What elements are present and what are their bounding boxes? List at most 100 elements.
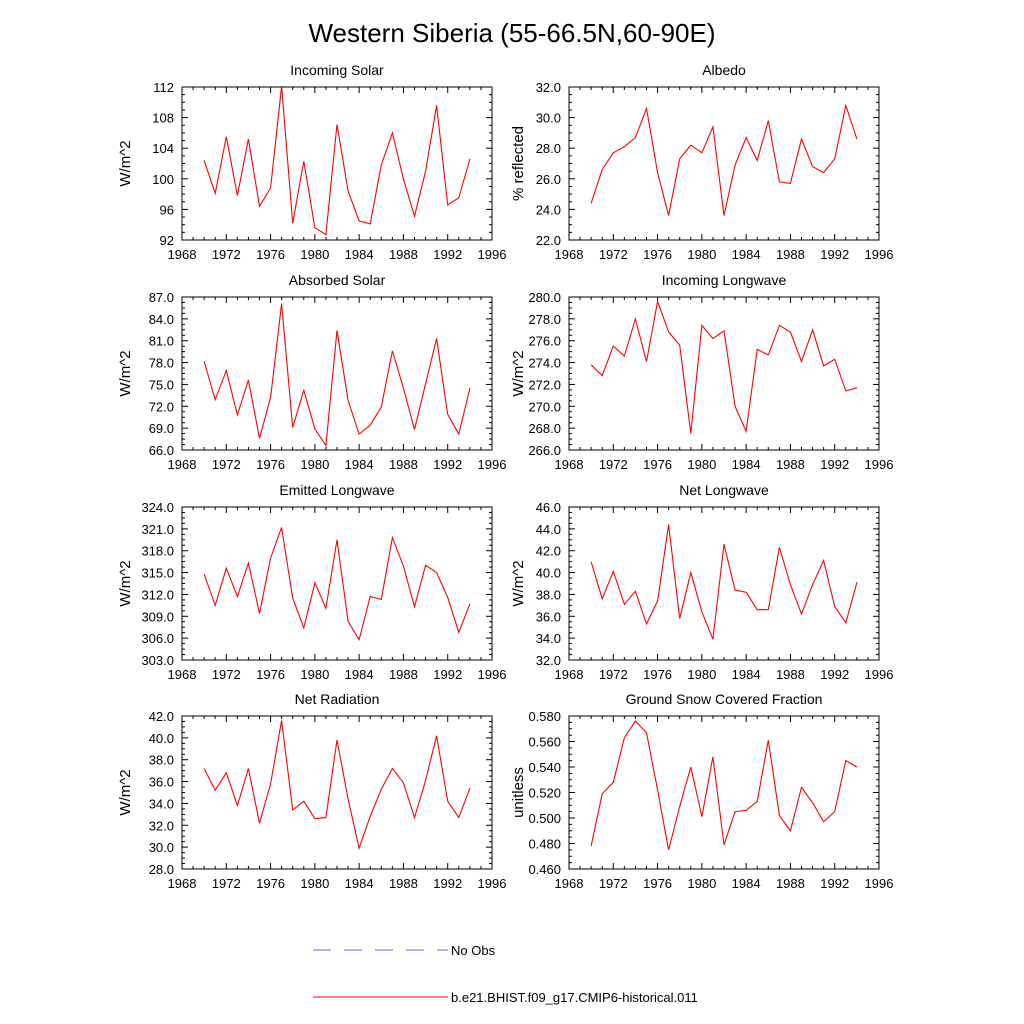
- x-tick-label: 1976: [256, 457, 285, 472]
- x-tick-label: 1976: [256, 667, 285, 682]
- x-tick-label: 1984: [732, 876, 761, 891]
- panel-title: Incoming Solar: [290, 62, 384, 78]
- legend-label: No Obs: [451, 943, 496, 958]
- x-tick-label: 1984: [732, 457, 761, 472]
- x-tick-label: 1972: [599, 667, 628, 682]
- x-tick-label: 1988: [389, 247, 418, 262]
- x-tick-label: 1992: [433, 247, 462, 262]
- panel-2: Albedo % reflected 1968 1972 1976 1980 1984 198…: [510, 62, 893, 262]
- plot-frame: [181, 506, 493, 661]
- x-tick-label: 1992: [433, 876, 462, 891]
- y-tick-label: 318.0: [141, 544, 174, 559]
- y-tick-label: 315.0: [141, 566, 174, 581]
- y-tick-label: 28.0: [149, 862, 174, 877]
- y-tick-label: 40.0: [149, 731, 174, 746]
- y-tick-label: 26.0: [536, 172, 561, 187]
- panel-6: Net Longwave W/m^2 1968 1972 1976 1980 1984 198…: [510, 482, 893, 682]
- y-tick-label: 36.0: [536, 609, 561, 624]
- x-tick-label: 1976: [643, 247, 672, 262]
- y-axis-label: W/m^2: [510, 350, 527, 396]
- y-tick-label: 46.0: [536, 500, 561, 515]
- x-tick-label: 1992: [433, 667, 462, 682]
- x-tick-label: 1980: [687, 247, 716, 262]
- panel-title: Net Longwave: [679, 482, 769, 498]
- panel-title: Albedo: [702, 62, 746, 78]
- x-tick-label: 1988: [389, 876, 418, 891]
- x-tick-label: 1980: [687, 876, 716, 891]
- panels: Incoming Solar W/m^2 1968 1972 1976 1980 1984 1…: [117, 62, 893, 891]
- panel-title: Incoming Longwave: [662, 272, 787, 288]
- panel-7: Net Radiation W/m^2 1968 1972 1976 1980 1984 19…: [117, 691, 506, 891]
- x-tick-label: 1984: [345, 876, 374, 891]
- y-tick-label: 266.0: [528, 443, 561, 458]
- x-tick-label: 1980: [300, 667, 329, 682]
- y-tick-label: 30.0: [536, 111, 561, 126]
- y-tick-label: 270.0: [528, 399, 561, 414]
- series-line: [203, 86, 471, 236]
- panel-4: Incoming Longwave W/m^2 1968 1972 1976 1980 19…: [510, 272, 893, 472]
- y-axis-label: W/m^2: [117, 769, 134, 815]
- y-tick-label: 92: [160, 233, 174, 248]
- panel-5: Emitted Longwave W/m^2 1968 1972 1976 1980 198…: [117, 482, 506, 682]
- panel-title: Net Radiation: [295, 691, 380, 707]
- y-tick-label: 306.0: [141, 631, 174, 646]
- y-tick-label: 24.0: [536, 202, 561, 217]
- x-tick-label: 1988: [389, 667, 418, 682]
- y-axis-label: W/m^2: [510, 560, 527, 606]
- x-tick-label: 1968: [168, 667, 197, 682]
- y-tick-label: 100: [152, 172, 174, 187]
- x-tick-label: 1996: [478, 667, 507, 682]
- plot-frame: [568, 86, 880, 241]
- legend-label: b.e21.BHIST.f09_g17.CMIP6-historical.011: [451, 990, 698, 1005]
- series-line: [203, 303, 471, 448]
- y-tick-label: 321.0: [141, 522, 174, 537]
- y-axis-label: % reflected: [510, 126, 527, 201]
- y-tick-label: 0.460: [528, 862, 561, 877]
- y-tick-label: 32.0: [536, 80, 561, 95]
- y-axis-label: W/m^2: [117, 140, 134, 186]
- y-tick-label: 32.0: [149, 818, 174, 833]
- panel-title: Absorbed Solar: [289, 272, 386, 288]
- y-tick-label: 96: [160, 202, 174, 217]
- y-tick-label: 69.0: [149, 421, 174, 436]
- panel-title: Emitted Longwave: [279, 482, 394, 498]
- y-tick-label: 34.0: [536, 631, 561, 646]
- y-tick-label: 104: [152, 141, 174, 156]
- x-tick-label: 1996: [865, 667, 894, 682]
- x-tick-label: 1968: [555, 457, 584, 472]
- y-tick-label: 0.520: [528, 786, 561, 801]
- x-tick-label: 1972: [599, 247, 628, 262]
- y-tick-label: 272.0: [528, 377, 561, 392]
- y-tick-label: 38.0: [536, 587, 561, 602]
- y-axis-label: W/m^2: [117, 560, 134, 606]
- y-tick-label: 42.0: [149, 709, 174, 724]
- x-tick-label: 1984: [732, 247, 761, 262]
- y-tick-label: 66.0: [149, 443, 174, 458]
- x-tick-label: 1996: [478, 876, 507, 891]
- x-tick-label: 1988: [776, 457, 805, 472]
- panel-8: Ground Snow Covered Fraction unitless 1968…: [510, 691, 893, 891]
- x-tick-label: 1988: [776, 667, 805, 682]
- y-tick-label: 324.0: [141, 500, 174, 515]
- x-tick-label: 1992: [820, 247, 849, 262]
- x-tick-label: 1988: [389, 457, 418, 472]
- series-line: [203, 527, 471, 642]
- y-tick-label: 75.0: [149, 377, 174, 392]
- plot-frame: [568, 296, 880, 451]
- y-tick-label: 276.0: [528, 334, 561, 349]
- x-tick-label: 1972: [212, 457, 241, 472]
- x-tick-label: 1980: [300, 247, 329, 262]
- x-tick-label: 1968: [555, 876, 584, 891]
- plot-frame: [568, 506, 880, 661]
- x-tick-label: 1968: [168, 457, 197, 472]
- y-tick-label: 44.0: [536, 522, 561, 537]
- y-tick-label: 78.0: [149, 356, 174, 371]
- plot-frame: [568, 715, 880, 870]
- x-tick-label: 1976: [643, 667, 672, 682]
- x-tick-label: 1992: [820, 876, 849, 891]
- panel-3: Absorbed Solar W/m^2 1968 1972 1976 1980 1984 1…: [117, 272, 506, 472]
- x-tick-label: 1972: [599, 876, 628, 891]
- x-tick-label: 1988: [776, 247, 805, 262]
- x-tick-label: 1972: [212, 667, 241, 682]
- x-tick-label: 1992: [820, 457, 849, 472]
